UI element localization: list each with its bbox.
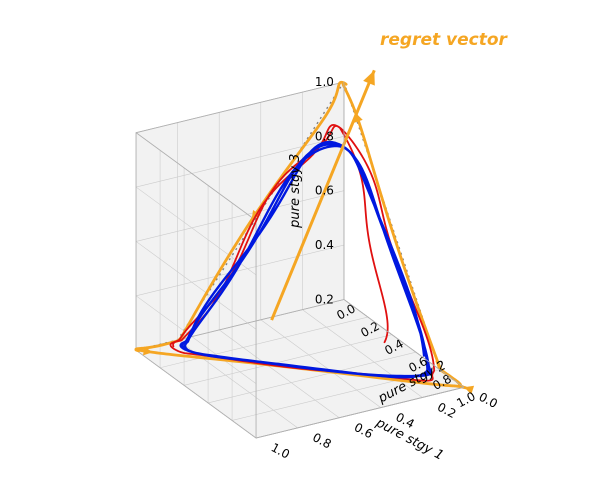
regret-vector-label: regret vector: [380, 30, 509, 50]
ztick: 0.4: [315, 238, 334, 252]
zlabel: pure stgy 3: [288, 154, 303, 229]
ytick: 0.6: [352, 420, 375, 441]
ztick: 0.2: [315, 292, 334, 306]
ztick: 0.8: [315, 129, 334, 143]
xtick: 1.0: [454, 389, 477, 410]
plot-3d: regret vector0.00.20.40.60.81.00.00.20.4…: [0, 0, 593, 500]
ytick: 1.0: [269, 440, 292, 461]
ytick: 0.2: [435, 400, 458, 421]
ytick: 0.8: [310, 430, 333, 451]
ztick: 0.6: [315, 184, 334, 198]
ytick: 0.0: [477, 390, 500, 411]
ztick: 1.0: [315, 75, 334, 89]
